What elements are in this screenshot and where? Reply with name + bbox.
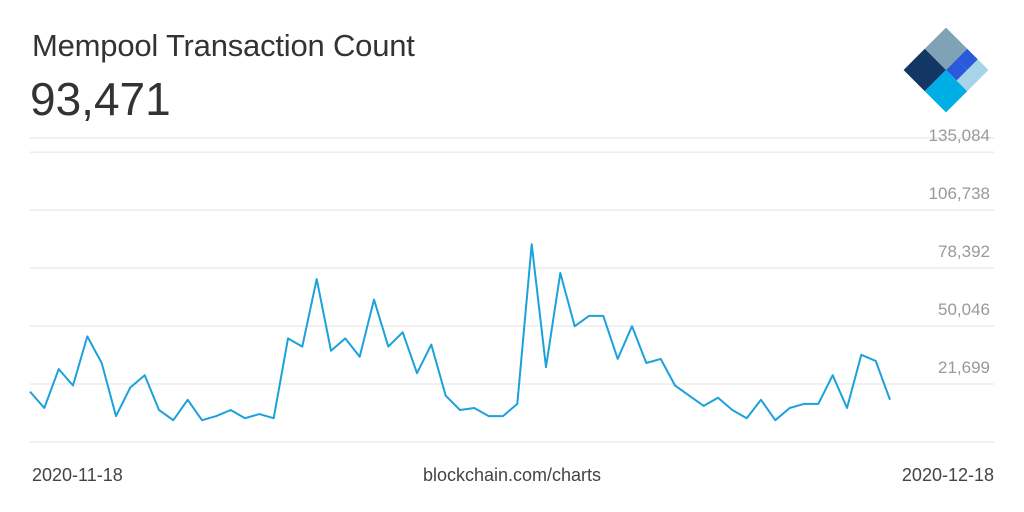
x-start-label: 2020-11-18 [32,465,123,485]
x-end-label: 2020-12-18 [901,465,994,485]
blockchain-logo-icon [903,27,989,113]
y-tick-label: 50,046 [938,300,990,320]
y-tick-label: 21,699 [938,358,990,378]
current-value: 93,471 [30,73,171,125]
y-tick-label: 135,084 [928,126,990,146]
y-tick-label: 106,738 [928,184,990,204]
source-link[interactable]: blockchain.com/charts [422,465,602,485]
chart-title: Mempool Transaction Count [32,28,415,63]
series-line [29,243,891,422]
y-tick-label: 78,392 [938,242,990,262]
gridlines [30,137,994,443]
